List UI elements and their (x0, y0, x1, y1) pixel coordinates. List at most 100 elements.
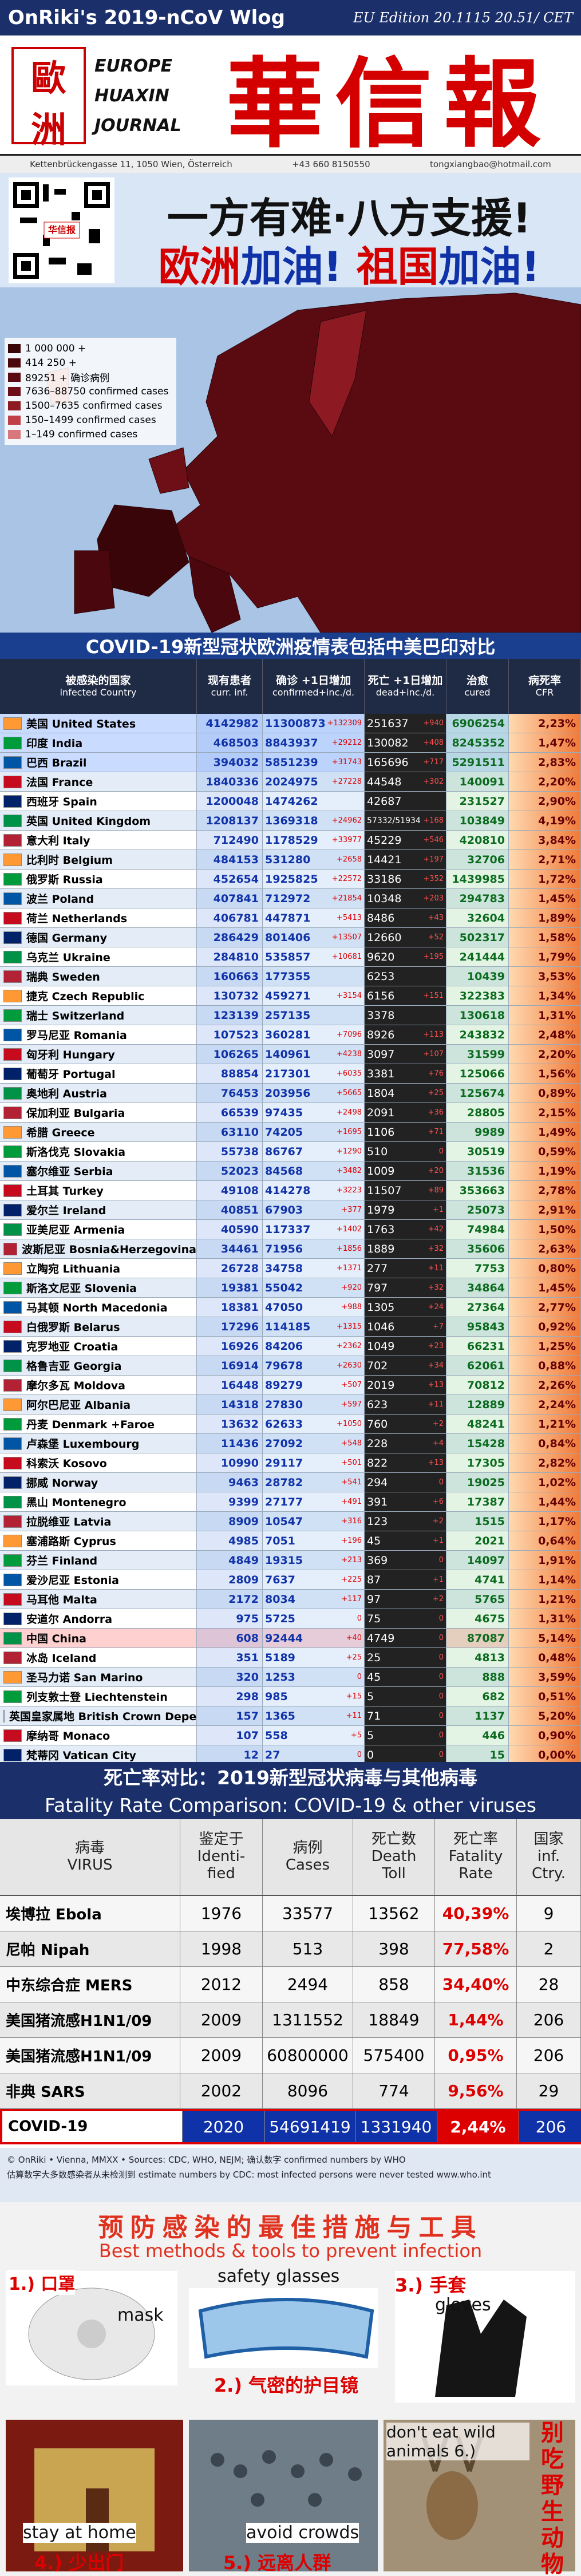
table-cell: 10547 +316 (263, 1512, 365, 1531)
flag (3, 1378, 22, 1392)
confirmed: 47050 (265, 1301, 303, 1314)
table-cell: 62633 +1050 (263, 1415, 365, 1433)
death-increase: +34 (428, 1361, 444, 1370)
table-cell: 荷兰 Netherlands (0, 908, 197, 927)
deaths: 165696 (367, 756, 409, 769)
confirmed: 1474262 (265, 795, 318, 808)
fatality-value: 575400 (363, 2046, 425, 2065)
country-name: 丹麦 Denmark +Faroe (26, 1419, 155, 1431)
table-cell: 1979 +1 (365, 1200, 446, 1219)
table-cell: 1305 +24 (365, 1298, 446, 1317)
death-increase: +52 (428, 933, 444, 942)
fatality-cell: 2020 (183, 2111, 265, 2142)
flag (3, 795, 22, 808)
top-bar: OnRiki's 2019-nCoV Wlog EU Edition 20.11… (0, 0, 581, 35)
confirmed: 84206 (265, 1340, 303, 1353)
table-cell: 1,91% (509, 1551, 581, 1570)
cured: 35606 (467, 1242, 505, 1255)
masthead-word: JOURNAL (94, 116, 181, 136)
table-cell: 10990 (197, 1453, 263, 1472)
table-cell: 87 +1 (365, 1570, 446, 1589)
table-cell: 1365 +11 (263, 1706, 365, 1725)
legend-swatch (8, 386, 21, 396)
table-cell: 510 0 (365, 1142, 446, 1161)
table-cell: 立陶宛 Lithuania (0, 1259, 197, 1278)
fatality-cell: 13562 (353, 1896, 435, 1931)
table-cell: 322383 (446, 986, 509, 1005)
table-cell: 241444 (446, 947, 509, 966)
table-cell: 黑山 Montenegro (0, 1492, 197, 1511)
table-cell: 2809 (197, 1570, 263, 1589)
fatality-cell: COVID-19 (2, 2111, 183, 2142)
confirmed: 84568 (265, 1164, 303, 1178)
table-cell: 1208137 (197, 811, 263, 830)
country-name: 希腊 Greece (26, 1127, 95, 1139)
fatality-value: 40,39% (442, 1904, 509, 1923)
fatality-cell: 774 (353, 2073, 435, 2108)
table-cell: 107523 (197, 1025, 263, 1044)
table-cell: 86767 +1290 (263, 1142, 365, 1161)
confirmed: 34758 (265, 1262, 303, 1275)
cured: 28805 (467, 1106, 505, 1119)
cured: 12889 (467, 1398, 505, 1411)
fatality-value: 2009 (200, 2046, 242, 2065)
fatality-cell: 206 (517, 2038, 581, 2073)
cfr: 2,24% (538, 1398, 576, 1411)
confirmed: 114185 (265, 1320, 311, 1333)
header-cell: 被感染的国家 infected Country (0, 659, 197, 714)
confirmed-increase: +377 (341, 1206, 362, 1214)
cfr: 0,80% (538, 1262, 576, 1275)
country-name: 立陶宛 Lithuania (26, 1263, 121, 1275)
table-cell: 49108 (197, 1181, 263, 1200)
current-infected: 1840336 (205, 775, 259, 788)
table-cell: 4813 (446, 1648, 509, 1667)
table-row: 摩纳哥 Monaco 107 558 +5 5 0 446 0,90% (0, 1726, 581, 1745)
fatality-cell: 9 (517, 1896, 581, 1931)
table-row: 圣马力诺 San Marino 320 1253 0 45 0 888 3,59% (0, 1668, 581, 1687)
flag (3, 1554, 22, 1567)
current-infected: 107 (236, 1729, 259, 1742)
table-cell: 11507 +89 (365, 1181, 446, 1200)
table-cell: 列支敦士登 Liechtenstein (0, 1687, 197, 1706)
confirmed-increase: +7096 (337, 1030, 362, 1039)
table-cell: 74984 (446, 1220, 509, 1239)
death-increase: +4 (432, 1439, 444, 1448)
table-cell: 71 0 (365, 1706, 446, 1725)
country-name: 匈牙利 Hungary (26, 1049, 115, 1061)
footnote: © OnRiki • Vienna, MMXX • Sources: CDC, … (0, 2148, 581, 2202)
table-row: 白俄罗斯 Belarus 17296 114185 +1315 1046 +7 95843 0… (0, 1317, 581, 1337)
table-cell: 塞浦路斯 Cyprus (0, 1531, 197, 1550)
table-cell: 9399 (197, 1492, 263, 1511)
flag (3, 1729, 22, 1742)
legend-label: 1500–7635 confirmed cases (25, 400, 163, 412)
current-infected: 394032 (213, 756, 259, 769)
country-name: 英国皇家属地 British Crown Dependencies (9, 1710, 197, 1723)
phone: +43 660 8150550 (292, 159, 370, 169)
table-cell: 0,80% (509, 1259, 581, 1278)
table-cell: 2021 (446, 1531, 509, 1550)
table-cell: 3,53% (509, 967, 581, 986)
death-increase: +32 (428, 1244, 444, 1253)
table-cell: 468503 (197, 733, 263, 752)
table-cell: 摩尔多瓦 Moldova (0, 1376, 197, 1394)
map-legend: 1 000 000 + 414 250 + 89251 + 确诊病例 7636–887… (5, 338, 176, 445)
cured: 5765 (475, 1593, 505, 1606)
confirmed: 10547 (265, 1515, 303, 1528)
table-cell: 8909 (197, 1512, 263, 1531)
table-cell: 中国 China (0, 1629, 197, 1647)
glasses-cn: 2.) 气密的护目镜 (214, 2374, 359, 2396)
confirmed: 62633 (265, 1417, 303, 1431)
country-name: 爱尔兰 Ireland (26, 1204, 106, 1217)
confirmed-increase: +5665 (337, 1089, 362, 1097)
cured: 27364 (467, 1301, 505, 1314)
virus-name: 中东综合症 MERS (6, 1977, 133, 1994)
deaths: 510 (367, 1145, 388, 1158)
fatality-value: 2002 (200, 2081, 242, 2100)
header-text: 现有患者 (207, 674, 251, 687)
table-cell: 1,50% (509, 1220, 581, 1239)
cfr: 1,21% (538, 1593, 576, 1606)
table-row: 波兰 Poland 407841 712972 +21854 10348 +203 2947… (0, 889, 581, 908)
current-infected: 4985 (228, 1534, 259, 1547)
table-cell: 353663 (446, 1181, 509, 1200)
